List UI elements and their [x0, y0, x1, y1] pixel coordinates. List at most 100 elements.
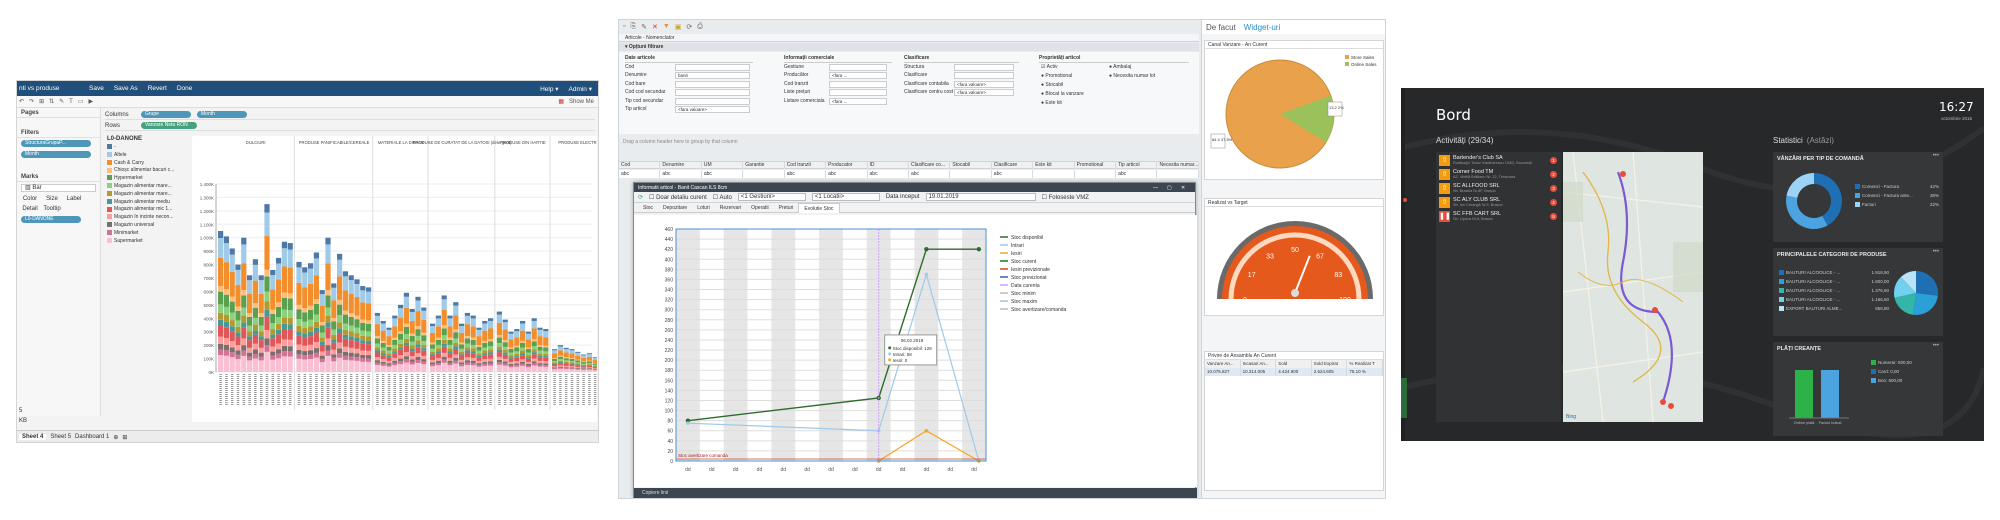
prop-option[interactable]: ● Blocat la vanzare: [1041, 90, 1084, 99]
detail-button[interactable]: Detail: [22, 206, 38, 212]
legend-item[interactable]: -: [107, 144, 187, 152]
dialog-tab[interactable]: Evolutie Stoc: [798, 202, 840, 213]
highlight-icon[interactable]: ✎: [59, 99, 65, 105]
activity-item[interactable]: ⇧ Corner Food TM AZ. Vintilă Brătianu Nr. …: [1439, 169, 1559, 182]
activity-item[interactable]: ⇧ Bartender's Club SA Ruditsa(ul Tudor Vla…: [1439, 155, 1559, 168]
table-widget-col[interactable]: Vanzare An...: [1205, 360, 1241, 368]
field-input[interactable]: [675, 97, 750, 105]
grid-filter-cell[interactable]: abc: [909, 170, 951, 178]
new-sheet-icon[interactable]: ⊕: [113, 434, 119, 441]
new-dashboard-icon[interactable]: ⊞: [122, 434, 128, 441]
grid-filter-cell[interactable]: [1157, 170, 1199, 178]
fit-icon[interactable]: ▭: [77, 99, 84, 105]
more-icon[interactable]: •••: [1932, 249, 1939, 255]
prop-option[interactable]: ● Promotional: [1041, 72, 1072, 81]
field-input[interactable]: [954, 72, 1014, 79]
delete-icon[interactable]: ✕: [651, 23, 658, 31]
new-icon[interactable]: ▫: [623, 23, 626, 30]
activity-item[interactable]: ⇧ SC ALY CLUB SRL Str. Ion Creangă Nr.5, B…: [1439, 197, 1559, 210]
prop-option[interactable]: ● Necesita numar lot: [1109, 72, 1155, 81]
grid-filter-cell[interactable]: abc: [619, 170, 661, 178]
grid-filter-cell[interactable]: abc: [826, 170, 868, 178]
minimize-icon[interactable]: —: [1153, 184, 1158, 191]
group-by-hint[interactable]: Drag a column header here to group by th…: [623, 139, 738, 145]
field-input[interactable]: [675, 63, 750, 71]
legend-item[interactable]: Magazin universal: [107, 222, 187, 230]
erp-window-tab[interactable]: Articole - Nomenclator: [619, 34, 1199, 42]
field-input[interactable]: [954, 63, 1014, 71]
admin-menu[interactable]: Admin ▾: [568, 85, 593, 93]
grid-column-header[interactable]: Producator: [826, 161, 868, 169]
dialog-tab[interactable]: Loturi: [697, 204, 710, 211]
print-icon[interactable]: ⎙: [697, 22, 703, 30]
vmz-checkbox[interactable]: ☐ Foloseste VMZ: [1041, 194, 1089, 201]
dialog-tab[interactable]: Operatii: [751, 204, 769, 211]
locatii-select[interactable]: <1 Locatii>: [811, 193, 880, 201]
grid-filter-cell[interactable]: abc: [992, 170, 1034, 178]
color-pill-danone[interactable]: L0-DANONE: [21, 216, 81, 223]
table-widget-col[interactable]: Incasari An...: [1241, 360, 1277, 368]
show-me-button[interactable]: Show Me: [568, 98, 594, 105]
dashboard-tab-1[interactable]: Dashboard 1: [75, 434, 110, 440]
field-input[interactable]: [829, 63, 887, 71]
field-input[interactable]: [829, 89, 887, 96]
only-current-checkbox[interactable]: ☐ Doar detaliu curent: [649, 194, 707, 201]
filter-pill-structura[interactable]: StructuraGrupaP...: [21, 140, 91, 147]
auto-checkbox[interactable]: ☐ Auto: [712, 194, 732, 201]
legend-item[interactable]: Magazin în incinte necon...: [107, 214, 187, 222]
table-widget-col[interactable]: Sold Expirat: [1312, 360, 1348, 368]
mark-type-select[interactable]: ▥ Bar: [21, 184, 96, 192]
legend-item[interactable]: Cash & Carry: [107, 160, 187, 168]
legend-item[interactable]: Magazin alimentar mic 1...: [107, 206, 187, 214]
grid-filter-row[interactable]: abc abc abc abc abc abc abc abc abc: [619, 170, 1199, 178]
grid-column-header[interactable]: Cod tranzit: [785, 161, 827, 169]
rows-shelf[interactable]: Rows Vanzare Neta RON: [105, 121, 595, 131]
todo-tab[interactable]: De facut: [1206, 22, 1236, 32]
grid-column-header[interactable]: Stocabil: [950, 161, 992, 169]
grid-column-header[interactable]: ID: [868, 161, 909, 169]
more-icon[interactable]: •••: [1932, 153, 1939, 159]
column-pill-month[interactable]: Month: [197, 111, 247, 118]
widgets-tab[interactable]: Widget-uri: [1243, 22, 1281, 32]
label-icon[interactable]: T: [69, 98, 73, 105]
legend-item[interactable]: Chioșc alimentar bacuri c...: [107, 167, 187, 175]
grid-column-header[interactable]: Garantie: [743, 161, 785, 169]
field-input[interactable]: <fara valoare>: [954, 80, 1014, 88]
field-input[interactable]: <fara valoare>: [954, 89, 1014, 96]
field-input[interactable]: [829, 80, 887, 88]
field-input[interactable]: [675, 89, 750, 96]
filter-icon[interactable]: ▼: [662, 23, 670, 30]
activity-item[interactable]: ⇧ SC ALLFOOD SRL Str. Brazilia Nr.8F, Braș…: [1439, 183, 1559, 196]
export-icon[interactable]: ▣: [674, 23, 682, 31]
grid-filter-cell[interactable]: abc: [868, 170, 909, 178]
legend-item[interactable]: Magazin alimentar mare...: [107, 191, 187, 199]
edit-icon[interactable]: ✎: [641, 23, 647, 31]
revert-button[interactable]: Revert: [147, 85, 167, 92]
grid-filter-cell[interactable]: [1033, 170, 1075, 178]
grid-column-header[interactable]: Denumire: [660, 161, 702, 169]
dialog-tab[interactable]: Depozitare: [663, 204, 688, 211]
field-input[interactable]: <fara ...: [829, 97, 887, 105]
sheet-tab-4[interactable]: Sheet 4: [19, 434, 47, 440]
grid-column-header[interactable]: Este kit: [1033, 161, 1075, 169]
grid-filter-cell[interactable]: abc: [702, 170, 744, 178]
field-input[interactable]: <fara valoare>: [675, 106, 750, 113]
grid-filter-cell[interactable]: abc: [1116, 170, 1158, 178]
filters-shelf[interactable]: Filters: [17, 128, 100, 138]
close-icon[interactable]: ✕: [1181, 184, 1186, 191]
tooltip-button[interactable]: Tooltip: [43, 206, 61, 212]
grid-filter-cell[interactable]: [950, 170, 992, 178]
legend-item[interactable]: Hypermarket: [107, 175, 187, 183]
size-button[interactable]: Size: [46, 196, 58, 202]
done-button[interactable]: Done: [176, 85, 193, 92]
show-me-icon[interactable]: ▦: [558, 99, 564, 105]
pages-shelf[interactable]: Pages: [17, 108, 100, 118]
map[interactable]: Bing: [1563, 152, 1703, 422]
redo-icon[interactable]: ↷: [29, 99, 35, 105]
row-pill-vanzare[interactable]: Vanzare Neta RON: [141, 122, 197, 129]
filter-pill-month[interactable]: Month: [21, 151, 91, 158]
grid-filter-cell[interactable]: [1075, 170, 1117, 178]
columns-shelf[interactable]: Columns Grupe Month: [105, 110, 595, 120]
save-as-button[interactable]: Save As: [113, 85, 138, 92]
label-button[interactable]: Label: [66, 196, 82, 202]
